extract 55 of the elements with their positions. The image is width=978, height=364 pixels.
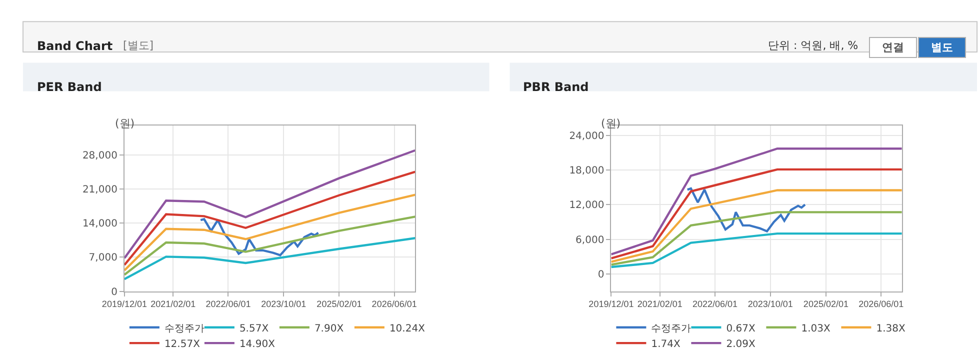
x-tick-label: 2021/02/01 [637,299,682,310]
y-tick-label: 28,000 [82,150,118,162]
legend-label: 1.03X [801,323,830,334]
x-tick-label: 2019/12/01 [588,299,634,310]
x-tick-label: 2025/02/01 [316,299,362,310]
line-series [124,237,416,280]
x-tick-label: 2022/06/01 [206,299,251,310]
y-axis-title: (원) [115,117,135,130]
legend-label: 2.09X [726,338,756,350]
legend-label: 7.90X [314,323,344,334]
y-tick-label: 0 [111,286,118,298]
line-series [124,216,416,276]
line-series [611,211,902,266]
chart-title: PBR Band [523,80,589,94]
y-tick-label: 7,000 [88,252,118,264]
legend-label: 14.90X [239,338,276,350]
y-tick-label: 14,000 [82,218,118,230]
y-tick-label: 24,000 [569,130,604,142]
y-tick-label: 0 [598,269,604,280]
text: 연결 [882,41,904,54]
legend-label: 수정주가 [651,323,692,334]
chart-title: PER Band [37,80,102,94]
legend-label: 10.24X [389,323,426,334]
y-tick-label: 6,000 [576,234,604,246]
line-series [124,149,416,260]
legend-label: 5.57X [239,323,269,334]
x-tick-label: 2025/02/01 [803,299,848,310]
line-series [124,170,416,266]
text: Band Chart [37,39,113,53]
text: 별도 [931,41,953,54]
line-series [611,148,902,256]
x-tick-label: 2019/12/01 [102,299,147,310]
x-tick-label: 2023/10/01 [748,299,793,310]
text: 단위 : 억원, 배, % [768,39,858,52]
text: [별도] [123,39,154,52]
line-series [611,168,902,260]
line-series [124,194,416,272]
x-tick-label: 2026/06/01 [372,299,417,310]
legend-label: 12.57X [164,338,200,350]
y-tick-label: 18,000 [569,166,604,177]
x-tick-label: 2023/10/01 [261,299,306,310]
x-tick-label: 2021/02/01 [150,299,196,310]
legend-label: 0.67X [726,323,756,334]
y-tick-label: 21,000 [82,184,118,196]
legend-label: 수정주가 [164,323,204,334]
line-series [611,232,902,268]
legend-label: 1.38X [876,323,906,334]
line-series [686,187,806,232]
x-tick-label: 2026/06/01 [858,299,904,310]
legend-label: 1.74X [651,338,680,350]
y-tick-label: 12,000 [569,200,604,212]
line-series [611,189,902,263]
x-tick-label: 2022/06/01 [692,299,738,310]
line-series [200,218,320,256]
y-axis-title: (원) [601,117,621,130]
